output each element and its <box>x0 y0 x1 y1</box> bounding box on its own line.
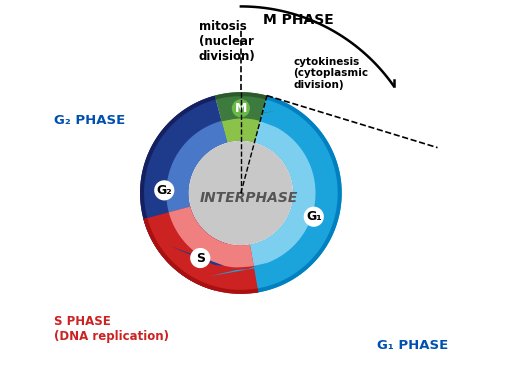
Polygon shape <box>169 246 224 266</box>
Text: S: S <box>196 251 205 264</box>
Circle shape <box>304 207 324 227</box>
Polygon shape <box>210 263 266 276</box>
Text: G₂: G₂ <box>157 184 172 197</box>
Polygon shape <box>143 207 259 294</box>
Text: G₁: G₁ <box>306 210 322 223</box>
Text: S PHASE
(DNA replication): S PHASE (DNA replication) <box>54 315 169 343</box>
Text: INTERPHASE: INTERPHASE <box>200 191 298 205</box>
Polygon shape <box>218 111 275 122</box>
Polygon shape <box>254 96 342 293</box>
Polygon shape <box>169 207 254 268</box>
Circle shape <box>190 248 210 268</box>
Polygon shape <box>140 96 216 290</box>
Text: G₂ PHASE: G₂ PHASE <box>54 114 125 127</box>
Text: cytokinesis
(cytoplasmic
division): cytokinesis (cytoplasmic division) <box>293 57 369 90</box>
Polygon shape <box>248 96 342 293</box>
Circle shape <box>232 99 250 117</box>
Polygon shape <box>143 218 259 294</box>
Polygon shape <box>199 266 257 271</box>
Polygon shape <box>222 118 260 142</box>
Polygon shape <box>140 96 227 290</box>
Text: G₁ PHASE: G₁ PHASE <box>377 339 449 352</box>
Polygon shape <box>166 121 227 265</box>
Circle shape <box>189 142 292 245</box>
Polygon shape <box>215 92 267 99</box>
Text: mitosis
(nuclear
division): mitosis (nuclear division) <box>199 19 255 62</box>
Polygon shape <box>258 120 312 140</box>
Text: M: M <box>234 102 247 115</box>
Text: M PHASE: M PHASE <box>263 13 334 27</box>
Circle shape <box>154 180 175 200</box>
Polygon shape <box>248 121 315 267</box>
Polygon shape <box>215 92 267 142</box>
